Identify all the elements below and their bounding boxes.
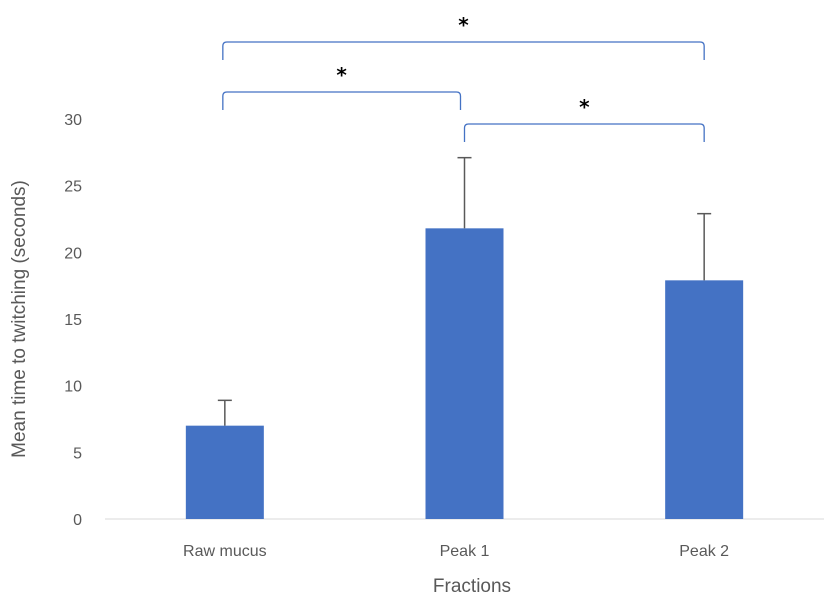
significance-bracket (463, 123, 705, 142)
y-axis-title: Mean time to twitching (seconds) (9, 180, 30, 458)
y-tick-label: 30 (64, 112, 82, 129)
y-tick-label: 20 (64, 245, 82, 262)
y-tick-label: 25 (64, 179, 82, 196)
error-bars (217, 156, 712, 426)
y-tick-label: 0 (73, 512, 82, 529)
y-tick-label: 10 (64, 379, 82, 396)
y-tick-label: 5 (73, 445, 82, 462)
y-axis-ticks: 0 5 10 15 20 25 30 (64, 112, 82, 529)
x-axis-ticks: Raw mucus Peak 1 Peak 2 (183, 543, 729, 560)
bars (185, 228, 744, 520)
x-tick-label: Peak 1 (440, 543, 490, 560)
significance-bracket (222, 91, 462, 110)
bar (665, 280, 744, 519)
significance-brackets: * * * (222, 13, 705, 142)
x-tick-label: Raw mucus (183, 543, 267, 560)
x-axis-title: Fractions (433, 576, 511, 597)
significance-bracket (222, 41, 705, 60)
bar (425, 228, 504, 520)
significance-star: * (458, 13, 469, 37)
bar (185, 425, 264, 519)
significance-star: * (336, 63, 347, 87)
y-tick-label: 15 (64, 312, 82, 329)
significance-star: * (579, 95, 590, 119)
x-tick-label: Peak 2 (679, 543, 729, 560)
